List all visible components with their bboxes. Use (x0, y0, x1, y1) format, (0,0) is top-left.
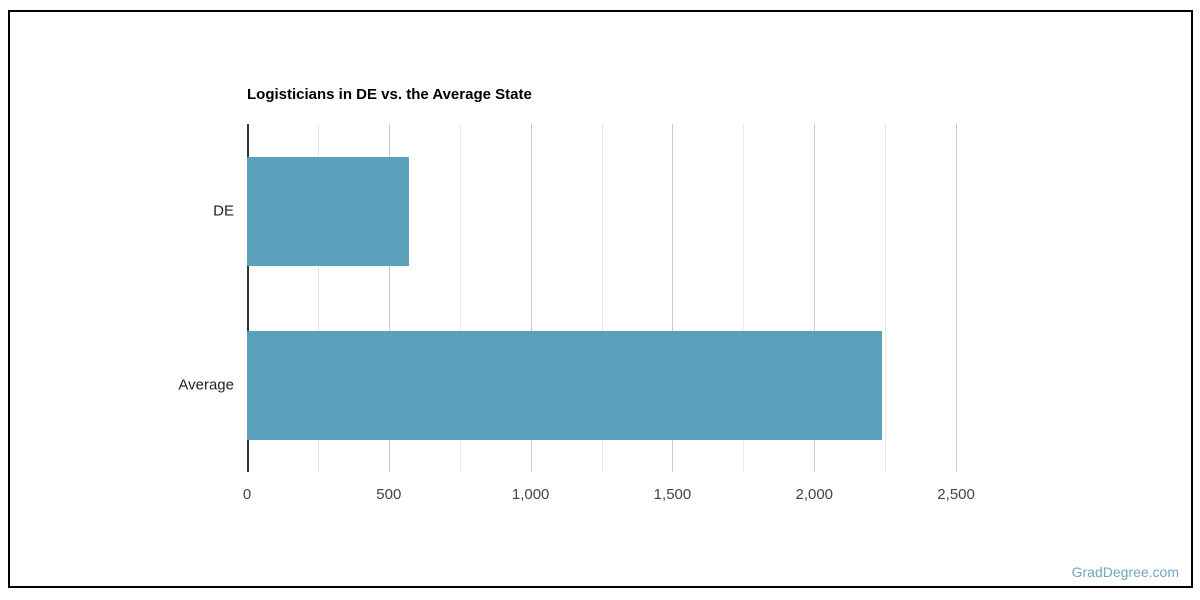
x-tick-label: 2,500 (937, 486, 975, 503)
gridline-major (956, 124, 958, 472)
chart-title: Logisticians in DE vs. the Average State (247, 86, 532, 103)
x-axis-labels: 0 500 1,000 1,500 2,000 2,500 (243, 482, 1027, 504)
plot-area (247, 124, 1027, 472)
gridline-minor (317, 124, 319, 472)
bar-de[interactable] (247, 157, 409, 266)
x-tick-label: 0 (242, 486, 252, 503)
x-tick-label: 1,500 (653, 486, 692, 503)
gridline-major (388, 124, 390, 472)
y-axis-line (247, 124, 249, 472)
gridline-minor (885, 124, 887, 472)
gridline-major (672, 124, 674, 472)
gridline-minor (459, 124, 461, 472)
gridline-minor (601, 124, 603, 472)
gridline-major (814, 124, 816, 472)
gridline-major (530, 124, 532, 472)
x-tick-label: 2,000 (795, 486, 834, 503)
watermark-link[interactable]: GradDegree.com (1071, 564, 1179, 580)
y-axis-labels: DE Average (10, 124, 234, 472)
chart-frame: Logisticians in DE vs. the Average State… (8, 10, 1193, 588)
category-label-de: DE (213, 202, 234, 220)
x-tick-label: 500 (376, 486, 402, 503)
bar-average[interactable] (247, 331, 882, 440)
gridline-minor (743, 124, 745, 472)
category-label-average: Average (178, 376, 234, 394)
x-tick-label: 1,000 (511, 486, 550, 503)
